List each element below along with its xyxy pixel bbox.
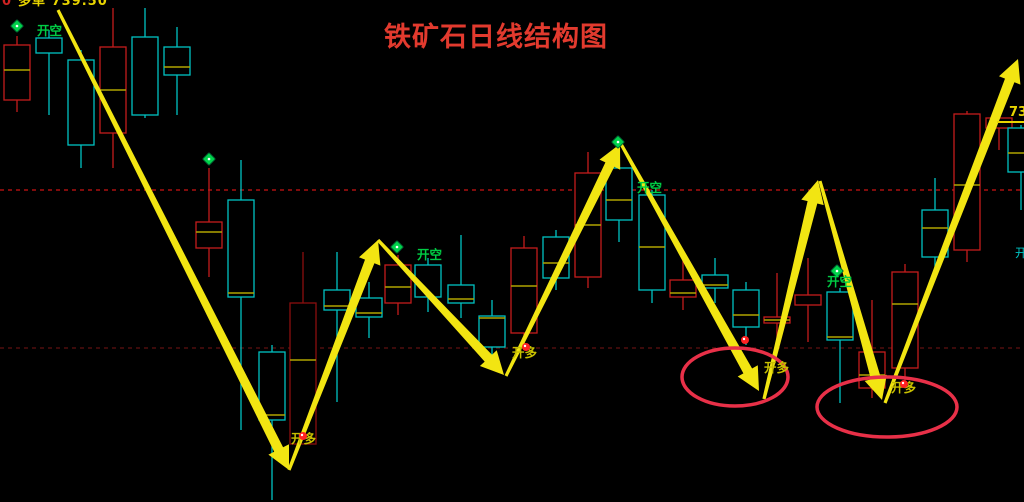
candle-body-up xyxy=(289,302,317,445)
signal-diamond-sparkle xyxy=(395,245,399,249)
trend-arrow-up xyxy=(504,144,621,377)
candle-body-up xyxy=(3,44,31,101)
candle-body-up xyxy=(669,279,697,298)
candle-body-down xyxy=(638,194,666,291)
candle-body-down xyxy=(1007,127,1024,173)
open-short-label: 开空 xyxy=(417,247,442,262)
entry-dot-highlight xyxy=(523,344,527,348)
open-short-label: 开空 xyxy=(37,23,62,38)
signal-diamond-sparkle xyxy=(616,140,620,144)
entry-dot-highlight xyxy=(901,381,905,385)
clipped-edge-label: 开 xyxy=(1015,246,1024,260)
status-prefix: 0 xyxy=(2,0,13,9)
entry-dot-highlight xyxy=(742,337,746,341)
candle-body-down xyxy=(732,289,760,328)
candle-body-down xyxy=(163,46,191,76)
signal-diamond-sparkle xyxy=(835,269,839,273)
trend-arrow-down xyxy=(619,143,759,391)
trend-arrow-up xyxy=(762,180,824,400)
entry-dot xyxy=(900,380,908,388)
signal-diamond-sparkle xyxy=(15,24,19,28)
open-short-label: 开空 xyxy=(827,274,852,289)
candle-body-down xyxy=(826,291,854,341)
candle-body-down xyxy=(35,37,63,54)
signal-diamond-sparkle xyxy=(207,157,211,161)
entry-dot xyxy=(522,343,530,351)
candle-body-down xyxy=(227,199,255,298)
highlight-ellipse-1 xyxy=(680,346,790,408)
position-price-readout: 多单 739.50 xyxy=(18,0,108,9)
chart-title: 铁矿石日线结构图 xyxy=(384,22,608,53)
trend-arrow-down xyxy=(56,9,289,471)
candle-body-down xyxy=(478,315,506,348)
trend-arrow-down xyxy=(818,180,887,400)
candle-body-up xyxy=(195,221,223,249)
candle-body-up xyxy=(794,294,822,306)
candle-body-down xyxy=(447,284,475,304)
status-line: 0 多单 739.50 xyxy=(2,0,108,8)
trend-arrow-up xyxy=(287,240,381,471)
entry-dot-highlight xyxy=(300,433,304,437)
highlight-ellipse-2 xyxy=(815,375,959,439)
candle-body-down xyxy=(67,59,95,146)
trend-arrow-up xyxy=(883,59,1021,404)
last-price-tag: 73 xyxy=(1009,105,1024,120)
candle-body-down xyxy=(701,274,729,289)
open-short-label: 开空 xyxy=(637,180,662,195)
trend-arrow-down xyxy=(376,238,504,375)
candle-body-down xyxy=(605,167,633,221)
candle-body-down xyxy=(355,297,383,318)
open-long-label: 开多 xyxy=(512,345,538,360)
candle-body-down xyxy=(323,289,351,311)
candle-body-down xyxy=(131,36,159,116)
open-long-label: 开多 xyxy=(764,360,790,375)
entry-dot xyxy=(741,336,749,344)
entry-dot xyxy=(299,432,307,440)
